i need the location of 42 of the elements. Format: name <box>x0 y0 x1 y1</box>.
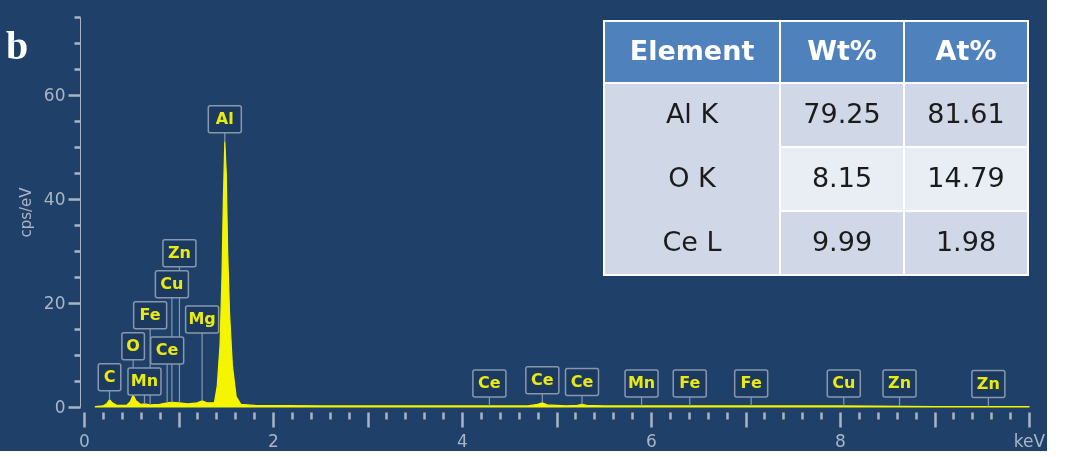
annotation: Zn <box>976 373 1000 393</box>
data-label: 79.25 <box>803 98 881 129</box>
x-tick-label: 0 <box>79 430 90 451</box>
annotation: Mn <box>627 373 656 393</box>
annotation: Fe <box>679 373 701 393</box>
x-tick-label: 2 <box>268 430 279 451</box>
annotation: Mg <box>188 309 216 329</box>
y-tick-label: 20 <box>43 292 66 313</box>
annotation: Fe <box>139 305 161 325</box>
annotation: Ce <box>155 340 179 360</box>
annotation: Al <box>215 109 234 129</box>
annotation: Zn <box>167 243 191 263</box>
data-label: 14.79 <box>927 162 1005 193</box>
y-tick-label: 0 <box>54 396 66 417</box>
annotation: Cu <box>832 373 856 393</box>
y-tick-label: 40 <box>43 188 66 209</box>
annotation: Fe <box>740 373 762 393</box>
y-tick-label: Al K <box>665 98 720 129</box>
x-tick-label: At% <box>935 35 997 66</box>
data-label: 81.61 <box>927 98 1005 129</box>
x-tick-label: keV <box>1013 430 1046 451</box>
data-label: 8.15 <box>811 162 873 193</box>
x-tick-label: 4 <box>457 430 468 451</box>
annotation: Mn <box>130 371 159 391</box>
annotation: O <box>126 336 140 356</box>
y-tick-label: O K <box>668 162 718 193</box>
annotation: Ce <box>478 373 501 393</box>
data-label: 1.98 <box>935 226 997 257</box>
x-tick-label: 8 <box>835 430 846 451</box>
y-tick-label: Ce L <box>662 226 722 257</box>
y-axis-title: Element <box>629 35 755 66</box>
x-tick-label: 6 <box>646 430 657 451</box>
x-tick-label: Wt% <box>807 35 877 66</box>
annotation: C <box>103 367 116 387</box>
annotation: Ce <box>531 370 554 390</box>
y-axis-title: cps/eV <box>16 186 35 238</box>
annotation: Ce <box>570 371 594 391</box>
chart-title: b <box>6 23 29 68</box>
data-label: 9.99 <box>811 226 873 257</box>
annotation: Cu <box>160 274 184 294</box>
y-tick-label: 60 <box>43 84 66 105</box>
annotation: Zn <box>888 373 912 393</box>
